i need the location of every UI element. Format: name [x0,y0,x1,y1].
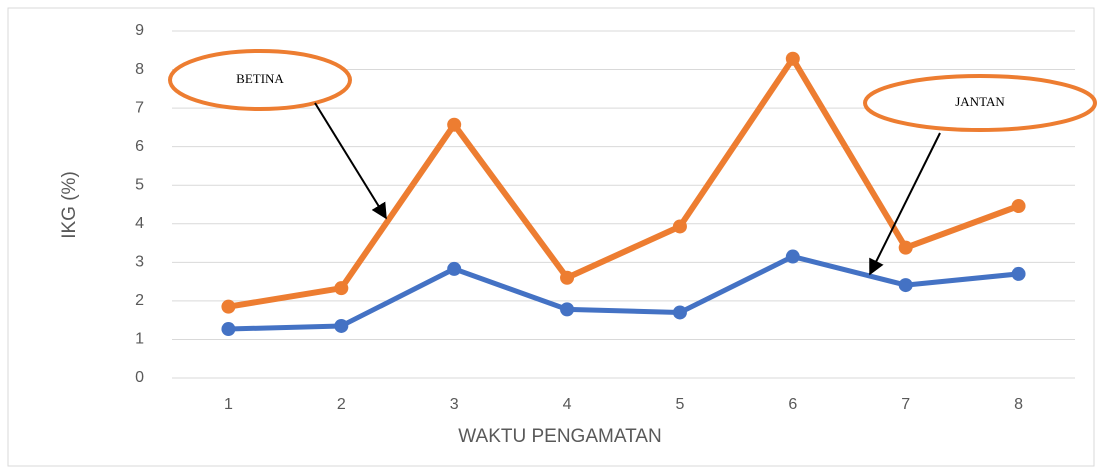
data-point [221,322,236,337]
data-point [785,51,800,66]
data-point [560,270,575,285]
data-point [447,261,462,276]
data-point [560,302,575,317]
chart-frame [7,7,1095,467]
y-tick-label: 3 [135,254,144,271]
y-axis-title: IKG (%) [59,171,80,239]
data-point [334,318,349,333]
callout-label: JANTAN [955,94,1005,109]
data-point [1011,266,1026,281]
series-line [228,254,1019,332]
x-tick-label: 1 [224,396,233,413]
y-tick-label: 7 [135,99,144,116]
data-point [898,240,913,255]
data-point [672,219,687,234]
y-tick-label: 8 [135,61,144,78]
x-tick-label: 7 [901,396,910,413]
data-point [898,278,913,293]
data-point [1011,199,1026,214]
callout-ellipse [863,74,1097,132]
data-point [785,249,800,264]
y-tick-label: 6 [135,138,144,155]
data-point [221,299,236,314]
x-tick-label: 4 [563,396,572,413]
data-point [447,117,462,132]
series-line [227,55,1020,310]
y-tick-label: 2 [135,292,144,309]
x-tick-label: 5 [675,396,684,413]
data-point [672,305,687,320]
y-tick-label: 9 [135,22,144,39]
x-tick-label: 3 [450,396,459,413]
callout-ellipse [168,49,352,111]
y-tick-label: 5 [135,176,144,193]
callout-arrow [869,132,941,276]
y-tick-label: 1 [135,331,144,348]
callout-arrow [314,102,387,220]
callout-label: BETINA [236,71,284,86]
x-tick-label: 6 [788,396,797,413]
y-tick-label: 4 [135,215,144,232]
y-tick-label: 0 [135,369,144,386]
x-axis-title: WAKTU PENGAMATAN [458,426,661,447]
x-tick-label: 2 [337,396,346,413]
data-point [334,281,349,296]
x-tick-label: 8 [1014,396,1023,413]
